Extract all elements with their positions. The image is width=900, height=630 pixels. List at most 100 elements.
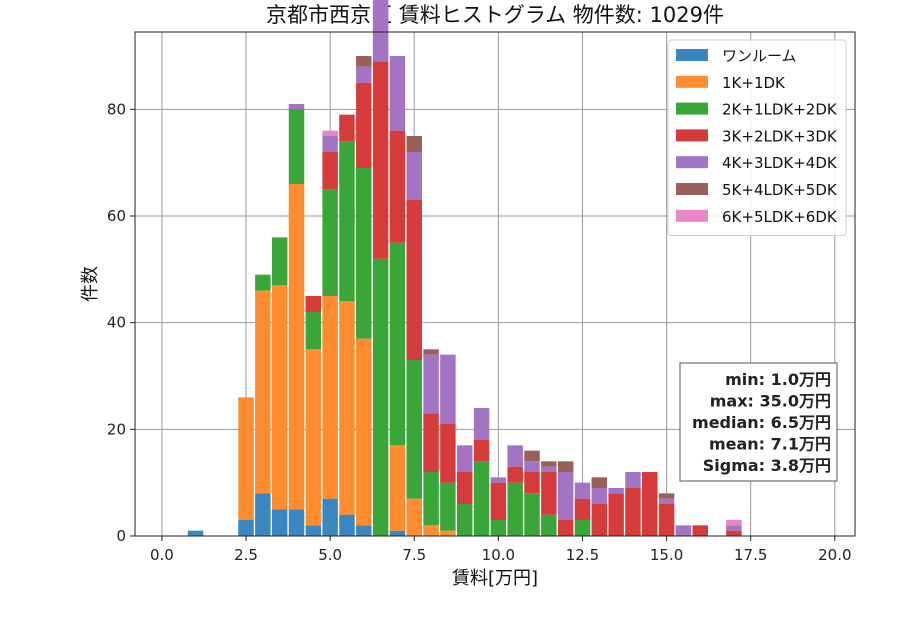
bar-segment bbox=[339, 301, 355, 515]
bar-segment bbox=[339, 114, 355, 142]
bar-segment bbox=[238, 397, 254, 520]
legend-label: 5K+4LDK+5DK bbox=[722, 181, 838, 199]
bar-segment bbox=[356, 56, 372, 67]
bar-segment bbox=[389, 56, 406, 131]
legend-swatch bbox=[676, 75, 708, 88]
bar-segment bbox=[423, 525, 439, 536]
bar-segment bbox=[642, 472, 658, 536]
bar-segment bbox=[305, 349, 322, 526]
stats-line: mean: 7.1万円 bbox=[709, 435, 831, 454]
y-tick-label: 20 bbox=[107, 420, 126, 438]
bar-segment bbox=[473, 440, 490, 462]
bar-segment bbox=[238, 520, 254, 536]
bar-segment bbox=[423, 472, 439, 526]
bar-segment bbox=[675, 525, 692, 536]
bar-segment bbox=[356, 82, 372, 168]
stats-box: min: 1.0万円 max: 35.0万円 median: 6.5万円 mean: … bbox=[679, 362, 838, 482]
bar-segment bbox=[322, 296, 338, 499]
x-tick-label: 7.5 bbox=[402, 546, 426, 564]
bar-segment bbox=[406, 136, 422, 152]
bar-segment bbox=[372, 0, 389, 62]
bar-segment bbox=[541, 514, 557, 536]
bar-segment bbox=[692, 525, 708, 536]
legend-label: 4K+3LDK+4DK bbox=[722, 154, 838, 172]
legend-swatch bbox=[676, 129, 708, 142]
bar-segment bbox=[490, 482, 507, 520]
bar-segment bbox=[389, 242, 406, 446]
y-tick-label: 40 bbox=[107, 314, 126, 332]
bar-segment bbox=[557, 520, 574, 536]
bar-segment bbox=[356, 66, 372, 83]
bar-segment bbox=[305, 525, 322, 536]
bar-segment bbox=[541, 472, 557, 515]
x-tick-label: 2.5 bbox=[234, 546, 258, 564]
legend-label: 6K+5LDK+6DK bbox=[722, 208, 838, 226]
bar-segment bbox=[356, 168, 372, 339]
bar-segment bbox=[524, 450, 540, 462]
bar-segment bbox=[322, 152, 338, 190]
bar-segment bbox=[456, 504, 473, 536]
bar-segment bbox=[541, 466, 557, 472]
stats-line: Sigma: 3.8万円 bbox=[703, 456, 831, 475]
legend-label: ワンルーム bbox=[722, 47, 797, 65]
bar-segment bbox=[658, 493, 675, 499]
legend-swatch bbox=[676, 156, 708, 169]
plot-frame bbox=[134, 31, 856, 537]
bar-segment bbox=[608, 488, 624, 494]
bar-segment bbox=[524, 461, 540, 472]
x-tick-label: 20.0 bbox=[818, 546, 851, 564]
bar-segment bbox=[658, 498, 675, 504]
bar-segment bbox=[406, 360, 422, 499]
legend-swatch bbox=[676, 209, 708, 222]
bar-segment bbox=[625, 472, 641, 488]
bar-segment bbox=[440, 482, 456, 531]
bar-segment bbox=[372, 258, 389, 536]
legend-label: 2K+1LDK+2DK bbox=[722, 101, 838, 119]
legend-label: 1K+1DK bbox=[722, 74, 786, 92]
bar-segment bbox=[255, 274, 271, 291]
bar-segment bbox=[507, 466, 523, 483]
bar-segment bbox=[322, 136, 338, 152]
bar-segment bbox=[490, 520, 507, 536]
stats-frame bbox=[679, 362, 838, 482]
chart-title: 京都市西京区 賃料ヒストグラム 物件数: 1029件 bbox=[266, 3, 724, 27]
legend-swatch bbox=[676, 183, 708, 195]
bar-segment bbox=[288, 184, 305, 510]
bar-segment bbox=[322, 498, 338, 536]
bar-segment bbox=[187, 530, 204, 536]
bar-segment bbox=[271, 285, 288, 510]
bar-segment bbox=[456, 472, 473, 504]
y-tick-label: 60 bbox=[107, 207, 126, 225]
bar-segment bbox=[557, 461, 574, 472]
y-tick-label: 80 bbox=[107, 100, 126, 118]
bar-segment bbox=[524, 472, 540, 494]
bar-segment bbox=[456, 445, 473, 472]
bar-segment bbox=[440, 354, 456, 424]
axis-ticks: 0.0 2.5 5.0 7.5 10.0 12.5 15.0 17.5 20.0 0 20 40 60 8… bbox=[107, 100, 852, 564]
bar-segment bbox=[389, 445, 406, 531]
y-tick-label: 0 bbox=[116, 527, 126, 545]
bar-segment bbox=[473, 408, 490, 440]
stats-line: max: 35.0万円 bbox=[710, 392, 831, 411]
bar-segment bbox=[726, 520, 742, 526]
bar-segment bbox=[423, 354, 439, 414]
bar-segment bbox=[557, 472, 574, 520]
x-tick-label: 0.0 bbox=[150, 546, 174, 564]
bar-segment bbox=[271, 509, 288, 536]
bar-segment bbox=[726, 525, 742, 531]
legend-label: 3K+2LDK+3DK bbox=[722, 127, 838, 145]
bar-segment bbox=[339, 141, 355, 302]
bar-segment bbox=[440, 530, 456, 536]
bar-segment bbox=[423, 349, 439, 355]
bar-segment bbox=[389, 130, 406, 243]
bar-segment bbox=[406, 200, 422, 360]
bar-segment bbox=[255, 493, 271, 536]
bar-segment bbox=[574, 498, 591, 520]
bar-segment bbox=[507, 445, 523, 467]
bars bbox=[187, 0, 742, 536]
bar-segment bbox=[288, 509, 305, 536]
bar-segment bbox=[591, 504, 608, 536]
bar-segment bbox=[305, 312, 322, 350]
legend-swatch bbox=[676, 49, 708, 61]
bar-segment bbox=[288, 109, 305, 184]
